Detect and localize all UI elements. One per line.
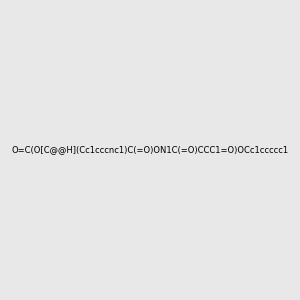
Text: O=C(O[C@@H](Cc1cccnc1)C(=O)ON1C(=O)CCC1=O)OCc1ccccc1: O=C(O[C@@H](Cc1cccnc1)C(=O)ON1C(=O)CCC1=… <box>11 146 289 154</box>
